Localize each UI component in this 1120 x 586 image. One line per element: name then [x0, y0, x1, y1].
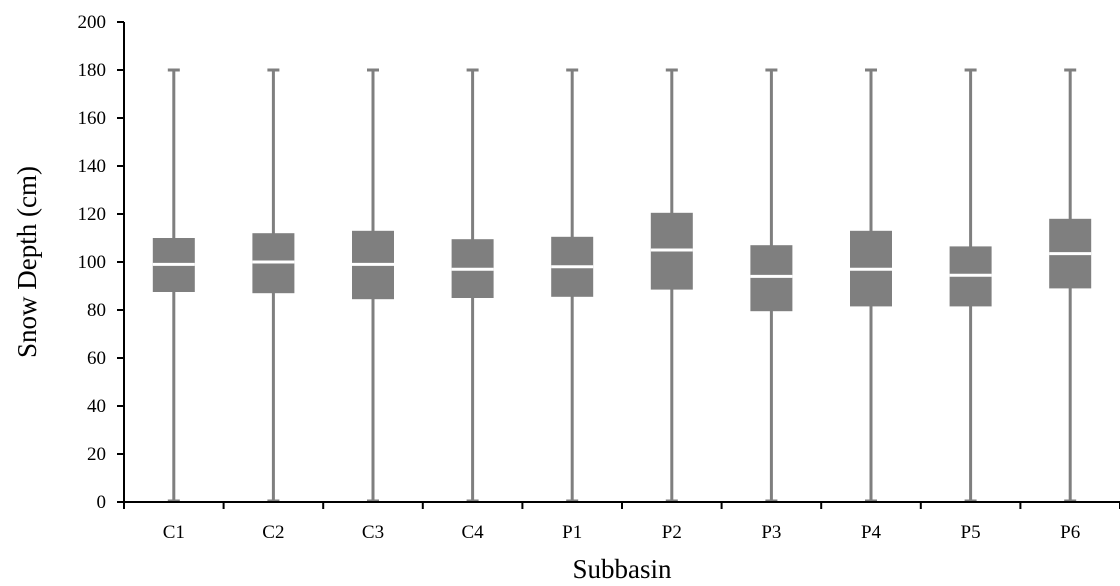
x-tick-label: C3 — [362, 522, 384, 543]
x-tick-label: P3 — [761, 522, 781, 543]
box-c3 — [352, 68, 394, 503]
box-c1 — [152, 68, 195, 503]
y-tick-label: 20 — [87, 444, 106, 465]
x-tick-label: P1 — [562, 522, 582, 543]
x-axis-ticks: C1 C2 C3 C4 P1 P2 P3 P4 P5 P6 — [123, 502, 1120, 543]
box-series — [152, 68, 1092, 503]
y-tick-label: 60 — [87, 348, 106, 369]
box-c4 — [451, 68, 494, 503]
x-tick-label: P6 — [1060, 522, 1080, 543]
box-p5 — [949, 68, 992, 503]
y-tick-label: 160 — [78, 108, 107, 129]
box-p4 — [850, 68, 892, 503]
x-tick-label: P5 — [961, 522, 981, 543]
x-axis-title: Subbasin — [572, 554, 672, 584]
y-tick-label: 80 — [87, 300, 106, 321]
x-tick-label: C1 — [163, 522, 185, 543]
x-tick-label: C4 — [462, 522, 485, 543]
y-tick-label: 40 — [87, 396, 106, 417]
box-p3 — [750, 68, 793, 503]
iqr-box — [750, 245, 793, 312]
y-tick-label: 200 — [78, 12, 107, 33]
box-p6 — [1049, 68, 1092, 503]
y-tick-label: 120 — [78, 204, 107, 225]
y-axis-title: Snow Depth (cm) — [12, 166, 42, 358]
y-tick-label: 0 — [97, 492, 107, 513]
box-p2 — [650, 68, 693, 503]
x-tick-label: P2 — [662, 522, 682, 543]
x-tick-label: P4 — [861, 522, 882, 543]
y-axis-ticks: 0 20 40 60 80 100 120 140 160 180 200 — [78, 12, 124, 513]
y-tick-label: 180 — [78, 60, 107, 81]
y-tick-label: 100 — [78, 252, 107, 273]
box-p1 — [551, 68, 594, 503]
y-tick-label: 140 — [78, 156, 107, 177]
box-c2 — [252, 68, 295, 503]
x-tick-label: C2 — [262, 522, 284, 543]
